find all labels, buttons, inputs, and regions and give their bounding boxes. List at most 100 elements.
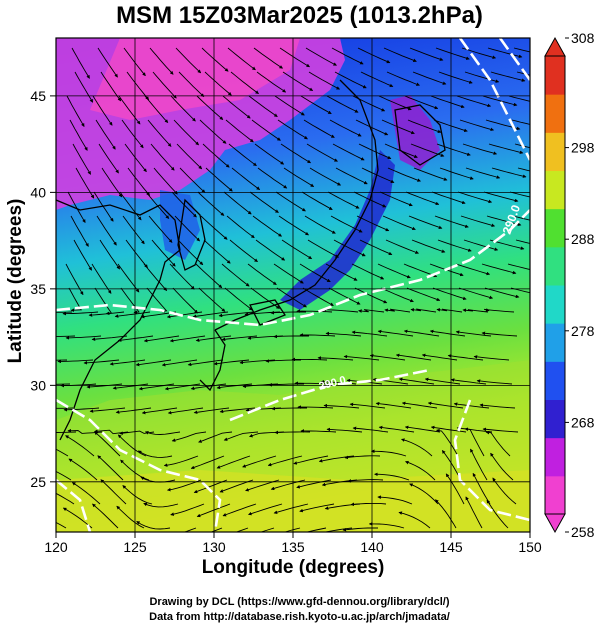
streamline: [224, 287, 253, 311]
streamline: [65, 435, 95, 457]
streamline: [273, 263, 304, 284]
coldest-region: [90, 38, 300, 120]
streamline: [482, 95, 518, 107]
streamline: [65, 335, 102, 340]
streamline: [151, 239, 176, 267]
streamline: [174, 215, 201, 242]
streamline: [271, 406, 307, 411]
streamline: [303, 119, 335, 138]
streamline: [115, 407, 152, 414]
streamline: [413, 167, 448, 181]
streamline: [401, 401, 438, 409]
streamline: [119, 191, 142, 221]
streamline: [161, 359, 198, 367]
streamline: [296, 479, 332, 489]
streamline: [242, 455, 277, 468]
streamline: [304, 215, 336, 234]
x-tick-label: 140: [360, 539, 384, 555]
streamline: [170, 503, 205, 516]
streamline: [297, 405, 334, 409]
streamline: [492, 477, 517, 505]
streamline: [514, 143, 530, 149]
streamline: [385, 239, 419, 254]
streamline: [377, 263, 411, 279]
streamline: [67, 191, 86, 224]
streamline: [178, 71, 205, 98]
streamline: [267, 455, 303, 467]
streamline: [437, 239, 472, 252]
streamline: [325, 331, 362, 337]
streamline: [122, 485, 153, 505]
streamline: [179, 167, 206, 194]
streamline: [75, 167, 95, 199]
y-axis-label: Latitude (degrees): [5, 198, 26, 364]
streamline: [117, 335, 154, 342]
streamline: [325, 263, 358, 281]
x-axis: 120 125 130 135 140 145 150: [44, 532, 542, 555]
streamline: [247, 263, 277, 285]
streamline: [308, 71, 341, 90]
streamline: [326, 95, 359, 113]
streamline: [327, 191, 360, 209]
x-tick-label: 150: [518, 539, 542, 555]
streamline: [56, 359, 68, 361]
streamline: [483, 308, 515, 313]
streamline: [473, 355, 510, 361]
streamline: [508, 95, 530, 102]
streamline: [279, 47, 311, 68]
streamline: [109, 359, 146, 366]
streamline: [309, 167, 342, 186]
streamline: [307, 239, 339, 258]
streamline: [306, 143, 338, 162]
streamline: [460, 215, 496, 227]
streamline: [465, 167, 501, 179]
chart-title: MSM 15Z03Mar2025 (1013.2hPa): [116, 2, 483, 29]
streamline: [490, 452, 514, 481]
streamline: [239, 359, 276, 365]
streamline: [210, 527, 223, 532]
streamline: [359, 239, 393, 256]
streamline: [299, 503, 335, 513]
streamline: [412, 71, 447, 85]
streamline: [430, 425, 467, 433]
streamline: [379, 191, 413, 207]
streamline: [74, 71, 94, 103]
streamline: [358, 309, 385, 313]
streamline: [459, 119, 495, 132]
streamline: [485, 430, 511, 457]
streamline: [330, 215, 363, 233]
x-tick-label: 135: [281, 539, 305, 555]
streamline: [66, 95, 85, 128]
streamline: [276, 287, 307, 308]
streamline: [458, 287, 494, 300]
streamline: [409, 483, 439, 505]
streamline: [405, 191, 440, 206]
x-tick-label: 125: [123, 539, 147, 555]
streamline: [225, 119, 254, 143]
streamline: [197, 191, 225, 216]
streamline: [124, 143, 147, 173]
streamline: [334, 71, 367, 89]
streamline: [235, 527, 249, 532]
streamline: [216, 455, 251, 469]
streamline: [517, 167, 530, 172]
streamline: [118, 95, 141, 125]
streamline: [507, 263, 530, 270]
streamline: [464, 427, 485, 457]
streamline: [509, 191, 530, 198]
streamline: [193, 407, 230, 415]
streamline: [177, 239, 204, 266]
streamline: [274, 430, 311, 435]
streamline: [450, 378, 487, 385]
streamline: [97, 47, 118, 78]
streamline: [147, 119, 172, 147]
streamline: [98, 143, 119, 174]
streamline: [512, 215, 530, 221]
streamline: [406, 287, 441, 302]
streamline: [486, 499, 509, 529]
streamline: [513, 47, 530, 53]
streamline: [143, 335, 180, 343]
streamline: [472, 472, 491, 505]
streamline: [252, 215, 282, 237]
